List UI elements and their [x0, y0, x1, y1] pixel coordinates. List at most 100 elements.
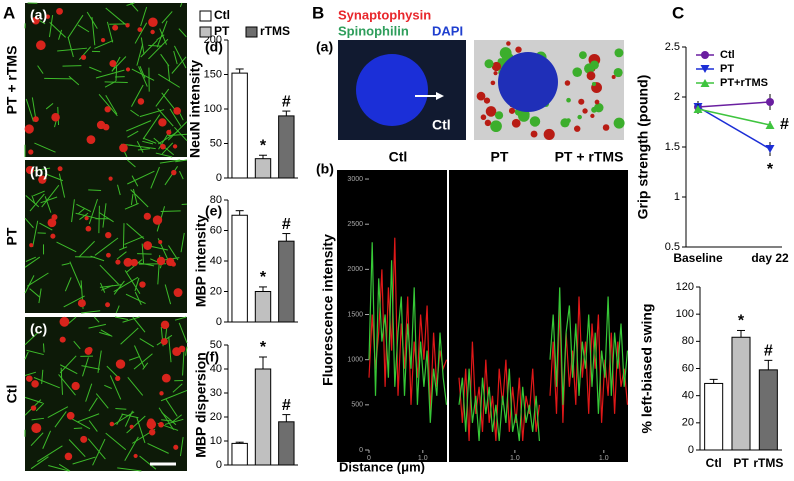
fiber	[139, 455, 157, 470]
plot-background	[540, 170, 628, 462]
fiber	[148, 44, 162, 47]
fiber	[60, 367, 64, 395]
fiber	[29, 288, 41, 298]
cell	[148, 428, 156, 436]
stain-label: DAPI	[432, 23, 463, 38]
marker	[765, 145, 775, 153]
fiber	[113, 276, 139, 293]
puncta	[484, 59, 494, 69]
cell	[171, 261, 176, 267]
fiber	[158, 407, 174, 431]
cell	[39, 176, 44, 181]
fiber	[126, 223, 145, 240]
fiber	[44, 196, 52, 213]
fiber	[99, 331, 111, 337]
micrograph	[25, 3, 187, 157]
fiber	[100, 284, 113, 291]
fiber	[104, 384, 112, 389]
sub-label: (e)	[205, 203, 222, 219]
puncta	[560, 118, 570, 128]
marker	[693, 105, 703, 113]
fiber	[104, 81, 128, 84]
fiber	[125, 293, 146, 305]
cell	[146, 419, 157, 430]
fiber	[69, 261, 82, 289]
fiber	[32, 220, 39, 247]
bar	[704, 382, 724, 451]
fiber	[106, 21, 114, 43]
bar	[758, 369, 778, 451]
y-tick-label: 20	[210, 411, 222, 423]
fiber	[136, 43, 144, 66]
fiber	[115, 65, 118, 82]
fiber	[58, 463, 71, 472]
fiber	[105, 95, 118, 115]
fiber	[131, 175, 139, 187]
fiber	[30, 432, 44, 447]
fiber	[24, 396, 43, 404]
cell	[51, 113, 60, 122]
cell	[137, 27, 143, 32]
fiber	[90, 255, 105, 262]
fiber	[81, 365, 101, 370]
x-tick-label: day 22	[751, 251, 789, 265]
fiber	[89, 66, 102, 73]
puncta	[578, 98, 585, 105]
fiber	[179, 170, 184, 180]
puncta	[614, 48, 624, 58]
fiber	[159, 159, 181, 164]
cell	[158, 239, 163, 244]
fiber	[99, 212, 114, 223]
cell	[25, 165, 35, 175]
fiber	[105, 7, 128, 27]
fiber	[113, 280, 125, 295]
fiber	[42, 343, 45, 353]
fiber	[44, 77, 73, 80]
fiber	[142, 362, 149, 370]
fiber	[173, 45, 187, 69]
y-axis-label: Fluorescence intensity	[320, 234, 336, 386]
y-tick-label: 100	[204, 103, 222, 115]
bar	[231, 72, 248, 179]
fiber	[124, 270, 141, 294]
fiber	[87, 438, 106, 460]
legend-label: PT+rTMS	[720, 77, 768, 89]
cell	[86, 135, 96, 144]
cell	[109, 421, 115, 427]
panel-label: B	[312, 3, 324, 22]
fiber	[25, 98, 34, 122]
fiber	[111, 411, 135, 427]
y-tick-label: 40	[210, 255, 222, 267]
puncta	[594, 99, 600, 105]
fiber	[68, 439, 86, 458]
y-tick-label: 1000	[347, 357, 363, 364]
image-tag: (a)	[30, 7, 47, 23]
fiber	[139, 338, 154, 348]
cell	[133, 453, 138, 458]
y-tick-label: 80	[682, 335, 694, 347]
fiber	[31, 97, 37, 119]
cell	[66, 411, 75, 420]
bar	[254, 291, 272, 323]
legend-label: Ctl	[214, 8, 230, 22]
fiber	[115, 305, 120, 314]
cell	[160, 338, 168, 346]
fiber	[134, 277, 140, 292]
fiber	[54, 411, 67, 428]
fiber	[33, 190, 45, 197]
fiber	[81, 310, 101, 314]
fiber	[127, 170, 155, 185]
cell	[123, 257, 133, 267]
cell	[105, 302, 111, 308]
puncta	[613, 67, 623, 78]
legend-label: PT	[720, 63, 734, 75]
y-axis-label: Grip strength (pound)	[635, 75, 651, 220]
cell	[96, 120, 106, 130]
fiber	[137, 148, 151, 151]
fiber	[67, 37, 74, 58]
puncta	[577, 114, 582, 120]
cell	[24, 124, 34, 134]
fiber	[49, 22, 66, 38]
fiber	[156, 34, 165, 41]
